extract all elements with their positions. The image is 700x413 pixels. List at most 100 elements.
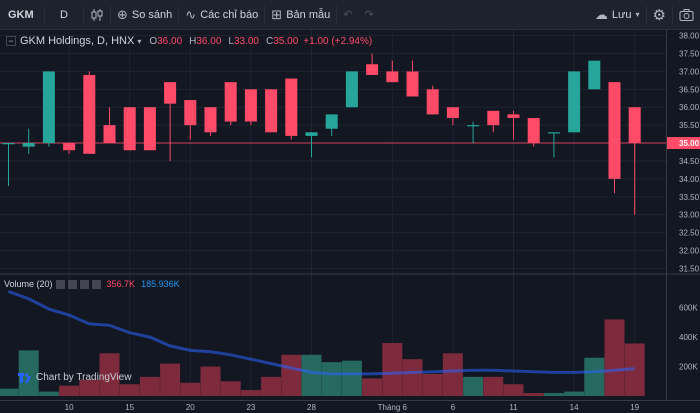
volume-bar xyxy=(382,343,403,396)
volume-bar xyxy=(483,376,504,396)
snapshot-button[interactable] xyxy=(673,0,700,30)
price-tick-label: 34.50 xyxy=(679,157,700,166)
candle-body xyxy=(345,71,358,108)
candle-body xyxy=(244,89,257,122)
candle-body xyxy=(143,107,156,151)
candle-body xyxy=(547,132,560,134)
candle-body xyxy=(446,107,459,118)
toolbar-divider xyxy=(264,5,266,24)
price-tick-label: 36.50 xyxy=(679,85,700,94)
volume-tick-label: 600K xyxy=(679,304,698,313)
candle-body xyxy=(386,71,399,83)
toolbar-divider xyxy=(178,5,180,24)
toolbar-divider xyxy=(336,5,338,24)
price-chart[interactable]: 31.50 32.00 32.50 33.00 33.50 34.00 34.50 35.50… xyxy=(0,30,700,413)
candle-body xyxy=(426,89,439,115)
volume-bar xyxy=(18,350,39,396)
volume-bar xyxy=(523,393,544,396)
settings-button[interactable]: ⚙ xyxy=(647,0,672,30)
volume-bar xyxy=(139,376,160,396)
time-tick-label: 28 xyxy=(307,403,316,412)
close-icon[interactable] xyxy=(79,279,89,289)
candle-body xyxy=(204,107,217,133)
volume-title: Volume (20) xyxy=(4,279,53,289)
time-tick-label: 14 xyxy=(570,403,579,412)
price-tick-label: 37.00 xyxy=(679,67,700,76)
volume-bar xyxy=(584,357,605,396)
price-tick-label: 36.00 xyxy=(679,103,700,112)
candle-body xyxy=(22,143,35,147)
volume-bar xyxy=(99,353,120,396)
visibility-icon[interactable] xyxy=(55,279,65,289)
open-value: 36.00 xyxy=(157,35,183,47)
chevron-down-icon[interactable]: ▾ xyxy=(137,36,142,46)
time-tick-label: 19 xyxy=(630,403,639,412)
volume-bar xyxy=(119,384,140,396)
close-label: C xyxy=(266,35,274,47)
volume-bar xyxy=(463,376,484,396)
candle-body xyxy=(63,143,76,151)
watermark-text: Chart by TradingView xyxy=(36,372,132,383)
volume-bar xyxy=(0,388,19,396)
price-tick-label: 33.50 xyxy=(679,193,700,202)
volume-legend: Volume (20) 356.7K 185.936K xyxy=(4,279,180,289)
tradingview-logo-icon xyxy=(18,372,31,383)
volume-ma-line xyxy=(7,290,635,376)
last-price-tag xyxy=(667,137,700,150)
compare-button[interactable]: ⊕ So sánh xyxy=(111,0,178,30)
volume-bar xyxy=(341,360,362,396)
more-icon[interactable] xyxy=(91,279,101,289)
save-button[interactable]: ☁ Lưu ▾ xyxy=(589,0,646,30)
compare-label: So sánh xyxy=(131,8,173,21)
volume-tick-label: 400K xyxy=(679,333,698,342)
candle-body xyxy=(42,71,55,144)
redo-icon: ↷ xyxy=(364,9,374,21)
candle-body xyxy=(285,78,298,136)
volume-bar xyxy=(261,376,282,396)
volume-bar xyxy=(543,393,564,396)
collapse-icon[interactable]: − xyxy=(6,36,16,46)
cloud-icon: ☁ xyxy=(594,6,608,22)
volume-bar xyxy=(79,379,100,396)
interval-button[interactable]: D xyxy=(60,8,68,21)
top-toolbar: GKM D ⊕ So sánh ∿ Các chỉ báo ⊞ Bản mẫu … xyxy=(0,0,700,30)
symbol-search-button[interactable]: GKM xyxy=(8,8,34,21)
candle-body xyxy=(568,71,581,133)
candle-body xyxy=(305,132,318,136)
volume-bar xyxy=(362,378,383,396)
price-tick-label: 38.00 xyxy=(679,32,700,41)
candle-body xyxy=(164,82,177,104)
tradingview-watermark[interactable]: Chart by TradingView xyxy=(18,372,131,383)
last-price-label: 35.00 xyxy=(679,139,700,148)
templates-label: Bản mẫu xyxy=(286,8,331,21)
volume-bar xyxy=(402,359,423,396)
undo-button[interactable]: ↶ xyxy=(337,0,358,30)
chart-area[interactable]: 31.50 32.00 32.50 33.00 33.50 34.00 34.50 35.50… xyxy=(0,30,700,413)
candle-body xyxy=(467,125,480,127)
volume-bar xyxy=(59,385,80,396)
candle-body xyxy=(184,100,197,126)
time-tick-label: Tháng 6 xyxy=(378,403,408,412)
indicators-button[interactable]: ∿ Các chỉ báo xyxy=(179,0,264,30)
candle-body xyxy=(588,60,601,90)
settings-icon[interactable] xyxy=(67,279,77,289)
series-legend: − GKM Holdings, D, HNX ▾ O 36.00 H 36.00 L… xyxy=(6,35,375,47)
chart-style-button[interactable] xyxy=(84,0,110,30)
volume-value: 356.7K xyxy=(106,279,136,289)
time-tick-label: 23 xyxy=(246,403,255,412)
candle-body xyxy=(83,74,96,154)
toolbar-divider xyxy=(110,5,111,24)
volume-bar xyxy=(160,363,181,396)
gear-icon: ⚙ xyxy=(652,6,666,24)
candle-body xyxy=(527,117,540,144)
volume-bar xyxy=(442,353,463,396)
change-value: +1.00 (+2.94%) xyxy=(303,35,373,47)
toolbar-divider xyxy=(44,5,45,24)
templates-button[interactable]: ⊞ Bản mẫu xyxy=(265,0,336,30)
redo-button[interactable]: ↷ xyxy=(358,0,379,30)
candle-body xyxy=(406,71,419,97)
toolbar-divider xyxy=(672,5,673,24)
volume-bar xyxy=(281,354,302,396)
volume-bar xyxy=(321,362,342,396)
volume-bar xyxy=(200,366,221,396)
